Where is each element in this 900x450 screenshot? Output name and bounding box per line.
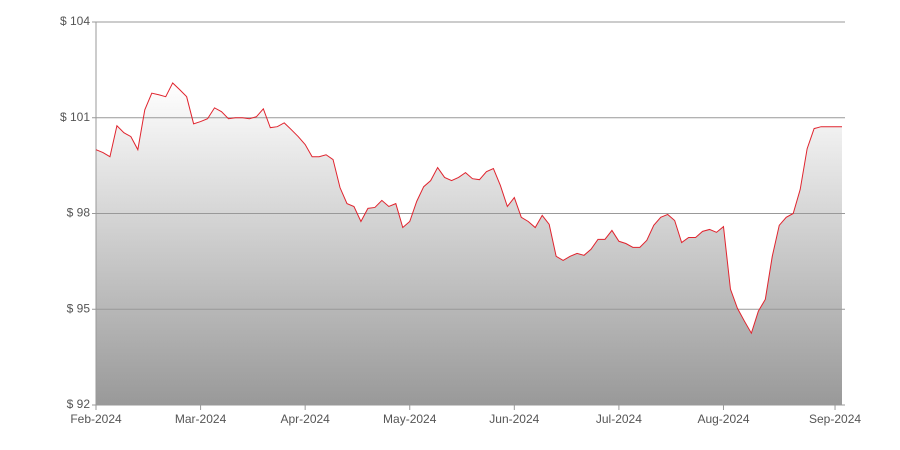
x-tick-label: Sep-2024: [809, 412, 861, 426]
area-fill: [96, 82, 842, 406]
x-tick-label: Apr-2024: [280, 412, 330, 426]
price-line: [95, 82, 842, 335]
y-tick-label: $ 92: [67, 397, 91, 411]
x-tick-label: Jul-2024: [596, 412, 642, 426]
y-tick-label: $ 101: [60, 110, 90, 124]
x-tick-label: May-2024: [383, 412, 437, 426]
x-tick-label: Feb-2024: [70, 412, 122, 426]
y-tick-label: $ 98: [67, 206, 91, 220]
x-tick-label: Mar-2024: [175, 412, 227, 426]
x-tick-label: Jun-2024: [489, 412, 539, 426]
x-tick-label: Aug-2024: [697, 412, 749, 426]
y-tick-label: $ 95: [67, 301, 91, 315]
y-tick-label: $ 104: [60, 14, 90, 28]
